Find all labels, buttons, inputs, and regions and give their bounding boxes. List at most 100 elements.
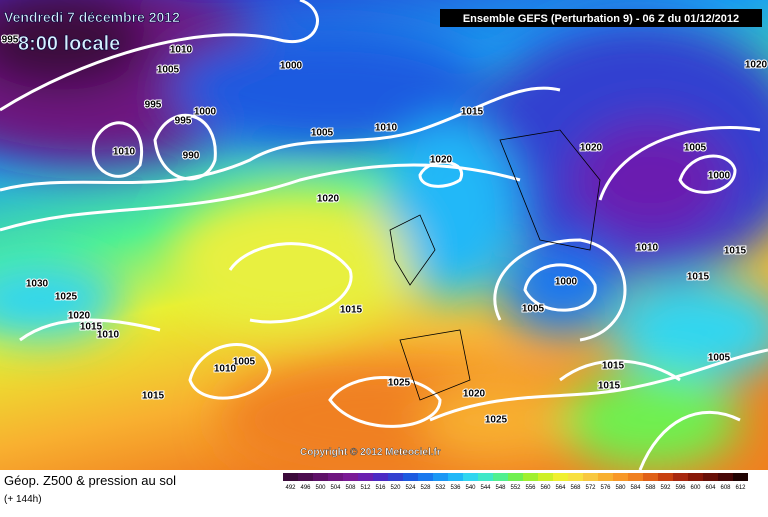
isobar-label: 1005 (522, 304, 545, 315)
footer-lead: (+ 144h) (4, 494, 42, 505)
scale-swatch (358, 473, 373, 481)
scale-label: 552 (510, 485, 521, 491)
scale-swatch (448, 473, 463, 481)
scale-label: 576 (600, 485, 611, 491)
scale-label: 592 (660, 485, 671, 491)
isobar-label: 1020 (430, 155, 453, 166)
scale-label: 512 (360, 485, 371, 491)
date-title: Vendredi 7 décembre 2012 (4, 9, 180, 25)
scale-label: 612 (735, 485, 746, 491)
scale-swatch (523, 473, 538, 481)
scale-label: 524 (405, 485, 416, 491)
scale-swatch (478, 473, 493, 481)
isobar-label: 1005 (684, 143, 707, 154)
isobar-label: 1015 (142, 391, 165, 402)
scale-label: 532 (435, 485, 446, 491)
copyright: Copyright © 2012 Meteociel.fr (300, 447, 441, 458)
scale-swatch (598, 473, 613, 481)
isobar-label: 1030 (26, 279, 49, 290)
scale-label: 520 (390, 485, 401, 491)
isobar-label: 1005 (708, 353, 731, 364)
scale-swatch (328, 473, 343, 481)
isobar-label: 1015 (602, 361, 625, 372)
isobar-label: 1015 (687, 272, 710, 283)
isobars (0, 0, 768, 470)
isobar-label: 1020 (580, 143, 603, 154)
isobar-label: 1000 (708, 171, 731, 182)
isobar-label: 1000 (280, 61, 303, 72)
isobar-label: 1015 (80, 322, 103, 333)
scale-swatch (658, 473, 673, 481)
scale-label: 600 (690, 485, 701, 491)
isobar-label: 1025 (485, 415, 508, 426)
scale-swatch (688, 473, 703, 481)
scale-swatch (283, 473, 298, 481)
scale-label: 556 (525, 485, 536, 491)
isobar-label: 1020 (745, 60, 768, 71)
scale-label: 596 (675, 485, 686, 491)
scale-swatch (613, 473, 628, 481)
scale-label: 604 (705, 485, 716, 491)
scale-label: 496 (300, 485, 311, 491)
scale-label: 508 (345, 485, 356, 491)
scale-swatch (568, 473, 583, 481)
scale-label: 572 (585, 485, 596, 491)
isobar-label: 1025 (55, 292, 78, 303)
scale-swatch (508, 473, 523, 481)
isobar-label: 1010 (113, 147, 136, 158)
isobar-label: 1010 (636, 243, 659, 254)
scale-swatch (628, 473, 643, 481)
isobar-label: 1010 (214, 364, 237, 375)
scale-swatch (313, 473, 328, 481)
isobar-label: 1010 (170, 45, 193, 56)
isobar-label: 1015 (598, 381, 621, 392)
scale-label: 568 (570, 485, 581, 491)
isobar-label: 995 (145, 100, 162, 111)
scale-swatch (493, 473, 508, 481)
scale-label: 544 (480, 485, 491, 491)
isobar-label: 1015 (461, 107, 484, 118)
isobar-label: 1000 (194, 107, 217, 118)
isobar-label: 1010 (375, 123, 398, 134)
scale-label: 540 (465, 485, 476, 491)
scale-swatch (388, 473, 403, 481)
run-label: Ensemble GEFS (Perturbation 9) - 06 Z du… (463, 13, 739, 25)
scale-label: 504 (330, 485, 341, 491)
scale-swatch (418, 473, 433, 481)
footer-title: Géop. Z500 & pression au sol (4, 473, 176, 488)
scale-label: 564 (555, 485, 566, 491)
isobar-label: 1010 (97, 330, 120, 341)
scale-swatch (553, 473, 568, 481)
scale-swatch (643, 473, 658, 481)
scale-label: 500 (315, 485, 326, 491)
isobar-label: 990 (183, 151, 200, 162)
isobar-label: 1015 (724, 246, 747, 257)
isobar-label: 1025 (388, 378, 411, 389)
isobar-label: 1005 (157, 65, 180, 76)
coastlines (389, 129, 601, 401)
isobar-label: 1020 (463, 389, 486, 400)
scale-label: 588 (645, 485, 656, 491)
scale-swatch (673, 473, 688, 481)
scale-swatch (733, 473, 748, 481)
scale-swatch (583, 473, 598, 481)
scale-swatch (463, 473, 478, 481)
scale-label: 528 (420, 485, 431, 491)
isobar-label: 1005 (311, 128, 334, 139)
scale-label: 536 (450, 485, 461, 491)
scale-swatch (343, 473, 358, 481)
isobar-label: 1020 (68, 311, 91, 322)
isobar-label: 1015 (340, 305, 363, 316)
scale-label: 608 (720, 485, 731, 491)
map-field (0, 0, 768, 470)
scale-label: 584 (630, 485, 641, 491)
scale-label: 560 (540, 485, 551, 491)
time-title: 8:00 locale (18, 33, 120, 55)
scale-label: 492 (285, 485, 296, 491)
scale-label: 516 (375, 485, 386, 491)
isobar-label: 1005 (233, 357, 256, 368)
scale-swatch (718, 473, 733, 481)
scale-swatch (703, 473, 718, 481)
scale-swatch (538, 473, 553, 481)
